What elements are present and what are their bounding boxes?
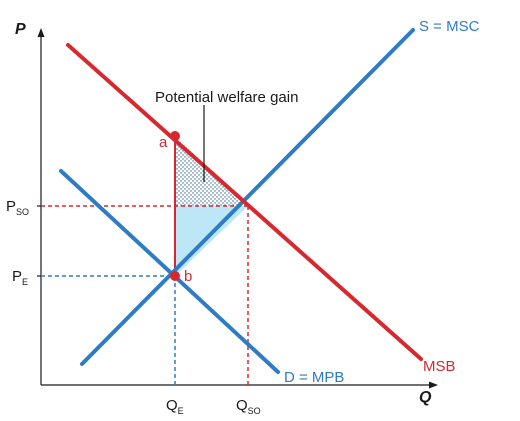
q-e-tick-main: Q	[166, 397, 178, 414]
point-a	[170, 131, 180, 141]
msb-label: MSB	[423, 358, 456, 375]
p-so-tick-sub: SO	[16, 207, 29, 217]
q-e-tick-label: QE	[166, 397, 184, 416]
p-e-tick-label: PE	[12, 268, 28, 287]
x-axis-arrow	[429, 381, 438, 389]
welfare-gain-shaded-area	[175, 206, 248, 276]
welfare-gain-annotation: Potential welfare gain	[155, 89, 298, 106]
q-so-tick-main: Q	[236, 397, 248, 414]
supply-msc-curve	[80, 28, 415, 366]
p-so-tick-label: PSO	[6, 198, 29, 217]
p-e-tick-sub: E	[22, 277, 28, 287]
q-so-tick-sub: SO	[248, 406, 261, 416]
y-axis-arrow	[37, 28, 45, 37]
p-e-tick-main: P	[12, 268, 22, 285]
q-so-tick-label: QSO	[236, 397, 261, 416]
point-b	[170, 271, 180, 281]
point-b-label: b	[184, 268, 192, 285]
demand-mpb-curve	[59, 169, 280, 374]
p-so-tick-main: P	[6, 198, 16, 215]
q-e-tick-sub: E	[178, 406, 184, 416]
supply-msc-label: S = MSC	[419, 18, 480, 35]
demand-mpb-label: D = MPB	[284, 369, 344, 386]
x-axis-label: Q	[419, 389, 432, 406]
msb-curve	[66, 43, 423, 361]
y-axis-label: P	[15, 21, 26, 38]
point-a-label: a	[159, 134, 168, 151]
